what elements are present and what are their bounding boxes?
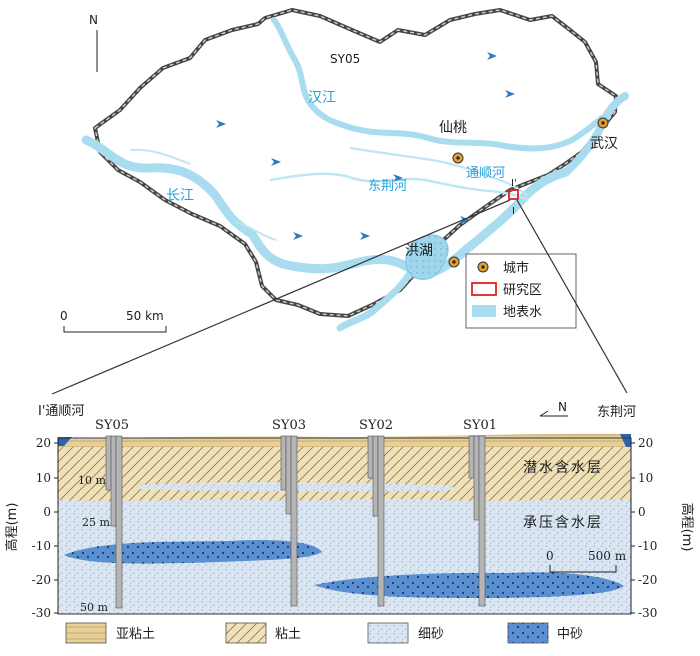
legend-fine-sand-label: 细砂	[418, 627, 444, 642]
map-scale-zero: 0	[60, 309, 68, 323]
dongjing-river	[269, 172, 529, 202]
section-mark-lower: I	[512, 206, 515, 217]
well-sy03: SY03	[272, 418, 306, 607]
y-tick-right-minus20: -20	[638, 573, 657, 587]
legend-silty-clay-label: 亚粘土	[116, 627, 155, 642]
city-xiantao-label: 仙桃	[439, 120, 467, 136]
y-tick-left-20: 20	[36, 436, 51, 450]
y-tick-right-20: 20	[638, 436, 653, 450]
section-scale-value: 500 m	[588, 549, 627, 563]
y-axis-title-right: 高程(m)	[679, 503, 695, 552]
flow-arrows	[216, 52, 515, 240]
legend-medium-sand-label: 中砂	[557, 627, 583, 642]
river-label-tongshunhe: 通顺河	[466, 166, 505, 181]
map-scale-bar: 0 50 km	[60, 309, 167, 333]
cross-section-panel: I'通顺河 东荆河 N SY05	[4, 400, 695, 644]
silty-clay-top-layer	[58, 433, 631, 447]
well-sy01-label: SY01	[463, 418, 497, 433]
y-tick-left-minus10: -10	[32, 539, 51, 553]
medium-sand-lens-upper	[64, 540, 322, 564]
legend-item-silty-clay: 亚粘土	[65, 622, 155, 644]
legend-city-label: 城市	[503, 260, 529, 276]
y-tick-right-10: 10	[638, 471, 653, 485]
y-axis-title-left: 高程(m)	[4, 503, 20, 552]
depth-mark-25m: 25 m	[82, 516, 110, 529]
river-label-dongjinghe: 东荆河	[368, 178, 407, 194]
study-area-marker	[508, 189, 519, 200]
confined-aquifer-label: 承压含水层	[523, 515, 603, 531]
y-axis-right: 20 10 0 -10 -20 -30 高程(m)	[630, 436, 695, 620]
city-wuhan-label: 武汉	[590, 136, 618, 152]
well-sy02-label: SY02	[359, 418, 393, 433]
legend-item-medium-sand: 中砂	[507, 622, 583, 644]
y-tick-right-minus30: -30	[638, 606, 657, 620]
legend-study-area-label: 研究区	[503, 283, 542, 298]
depth-mark-10m: 10 m	[78, 474, 106, 487]
section-scale-bar: 0 500 m	[546, 549, 627, 573]
well-sy01: SY01	[463, 418, 497, 607]
legend-item-study-area: 研究区	[471, 282, 542, 298]
depth-mark-50m: 50 m	[80, 601, 108, 614]
y-tick-left-minus20: -20	[32, 573, 51, 587]
legend-clay-label: 粘土	[275, 627, 301, 642]
legend-item-clay: 粘土	[225, 622, 301, 644]
legend-item-surface-water: 地表水	[472, 305, 542, 320]
y-tick-left-10: 10	[36, 471, 51, 485]
map-scale-value: 50 km	[126, 309, 164, 323]
well-sy05: SY05	[95, 418, 129, 609]
y-tick-left-minus30: -30	[32, 606, 51, 620]
section-mark-upper: I'	[511, 178, 517, 189]
medium-sand-lens-lower	[314, 572, 624, 598]
section-scale-zero: 0	[546, 549, 554, 563]
well-sy02: SY02	[359, 418, 393, 607]
north-label: N	[89, 13, 98, 27]
city-wuhan: 武汉	[590, 117, 618, 152]
city-honghu-label: 洪湖	[405, 243, 433, 259]
map-legend: 城市 研究区 地表水	[465, 253, 577, 329]
legend-item-city: 城市	[477, 260, 529, 276]
north-arrow: N	[89, 13, 98, 72]
y-axis-left: 20 10 0 -10 -20 -30 高程(m)	[4, 436, 59, 620]
y-tick-left-0: 0	[43, 505, 51, 519]
legend-surface-water-label: 地表水	[503, 305, 542, 320]
y-tick-right-0: 0	[638, 505, 646, 519]
legend-item-fine-sand: 细砂	[367, 622, 444, 644]
well-sy03-label: SY03	[272, 418, 306, 433]
honghu-lake	[405, 234, 449, 280]
y-tick-right-minus10: -10	[638, 539, 657, 553]
section-north-label: N	[558, 400, 567, 414]
city-xiantao: 仙桃	[439, 120, 467, 164]
map-panel: N	[51, 8, 629, 395]
tongshun-river	[349, 146, 529, 197]
connector-line-left	[51, 199, 511, 395]
section-north-arrow: N	[539, 400, 568, 417]
map-well-sy05-label: SY05	[330, 52, 360, 66]
connector-line-right	[516, 199, 628, 394]
phreatic-aquifer-label: 潜水含水层	[523, 460, 603, 476]
river-label-hanjiang: 汉江	[308, 90, 336, 106]
section-legend: 亚粘土 粘土 细砂 中砂	[65, 622, 583, 644]
han-river	[271, 17, 605, 152]
city-honghu: 洪湖	[405, 243, 460, 268]
section-left-end-label: I'通顺河	[38, 404, 84, 419]
well-sy05-label: SY05	[95, 418, 129, 433]
section-right-end-label: 东荆河	[597, 404, 636, 420]
river-label-changjiang: 长江	[166, 188, 194, 204]
